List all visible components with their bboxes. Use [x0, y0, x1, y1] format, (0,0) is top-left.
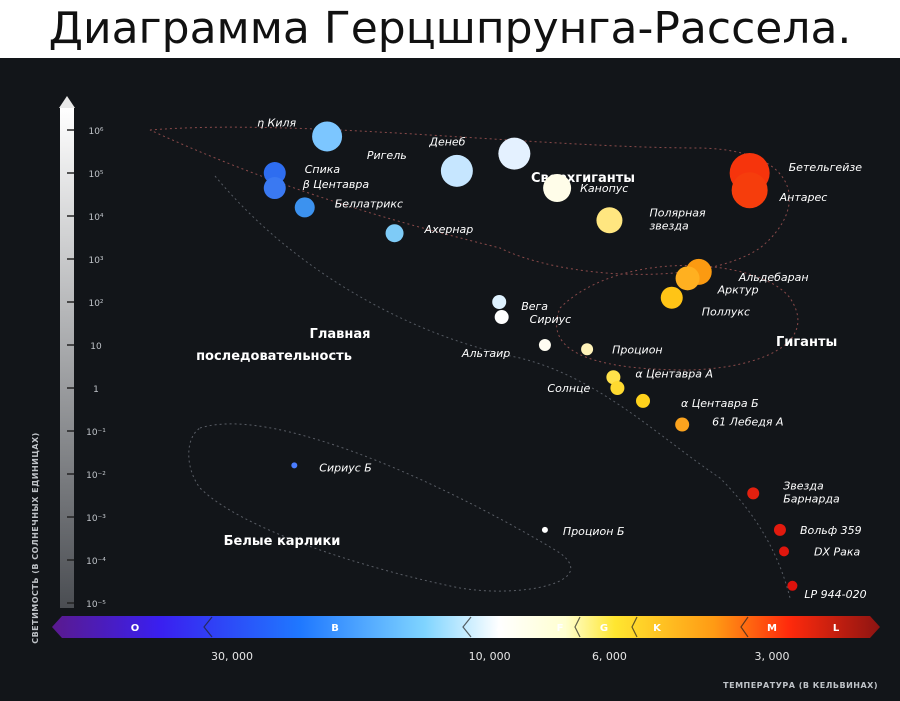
y-tick-label: 10⁵ [88, 170, 103, 180]
x-tick-label: 3, 000 [755, 650, 790, 663]
spectral-class-l: L [833, 623, 840, 634]
y-tick-label: 10³ [88, 256, 103, 266]
x-axis-title: ТЕМПЕРАТУРА (В КЕЛЬВИНАХ) [723, 681, 878, 690]
star-6-label: Ахернар [424, 223, 474, 236]
star-16-label: Альтаир [461, 347, 510, 360]
star-13-label: Поллукс [702, 306, 750, 319]
white-dwarfs-region-outline [188, 423, 572, 592]
y-tick-label: 1 [93, 385, 99, 395]
star-22-point [747, 487, 760, 500]
x-tick-label: 6, 000 [592, 650, 627, 663]
star-points [263, 121, 798, 591]
spectral-dividers [203, 616, 749, 638]
star-18-point [606, 370, 621, 385]
spectral-class-a: A [496, 623, 504, 634]
star-2-point [440, 154, 473, 187]
star-24-label: DX Рака [814, 545, 861, 558]
star-24-point [779, 546, 790, 557]
star-10-label: Антарес [779, 191, 828, 204]
star-26-label: Сириус Б [319, 461, 372, 474]
star-4-point [263, 177, 286, 200]
region-label-main-sequence: Главная последовательность [196, 327, 370, 364]
star-21-label: 61 Лебедя А [712, 416, 783, 429]
star-14-point [492, 295, 507, 309]
star-13-point [660, 286, 683, 309]
y-tick-label: 10² [88, 299, 103, 309]
spectral-class-b: B [331, 623, 339, 634]
star-18-label: α Центавра А [635, 367, 713, 380]
star-10-point [731, 172, 768, 209]
star-8-label: Полярная звезда [649, 206, 706, 232]
star-23-label: Вольф 359 [800, 524, 862, 537]
supergiants-region-outline [149, 126, 790, 275]
y-tick-label: 10⁶ [88, 127, 103, 137]
star-1-point [498, 137, 531, 170]
star-15-point [494, 310, 509, 325]
region-label-giants: Гиганты [776, 335, 837, 350]
star-9-label: Бетельгейзе [789, 161, 863, 174]
luminosity-axis-arrow [59, 96, 75, 108]
star-21-point [675, 417, 690, 432]
region-label-white-dwarfs: Белые карлики [224, 534, 341, 549]
y-tick-label: 10⁻³ [86, 514, 106, 524]
star-8-point [596, 207, 623, 234]
star-11-label: Альдебаран [738, 271, 809, 284]
hr-diagram-chart: 10⁶ 10⁵ 10⁴ 10³ 10² 10 1 10⁻¹ 10⁻² 10⁻³ 10⁻⁴ 10⁻⁵ С… [31, 96, 880, 690]
x-tick-label: 10, 000 [469, 650, 511, 663]
y-tick-label: 10⁻⁵ [86, 600, 106, 610]
star-0-label: η Киля [257, 116, 296, 129]
star-19-label: Солнце [547, 382, 590, 395]
star-1-label: Денеб [428, 136, 465, 149]
star-25-point [787, 580, 798, 591]
star-labels: η Киля Денеб Ригель Спика β Центавра Беллатри… [257, 116, 867, 600]
spectral-class-g: G [600, 623, 608, 634]
star-2-label: Ригель [367, 149, 407, 162]
star-15-label: Сириус [530, 313, 572, 326]
star-7-point [543, 174, 572, 203]
star-12-label: Арктур [717, 283, 759, 296]
spectral-class-k: K [653, 623, 662, 634]
star-6-point [385, 224, 404, 243]
star-5-point [294, 197, 315, 218]
star-12-point [675, 266, 700, 291]
star-27-label: Процион Б [563, 525, 625, 538]
x-tick-label: 30, 000 [211, 650, 253, 663]
hr-diagram-panel: 10⁶ 10⁵ 10⁴ 10³ 10² 10 1 10⁻¹ 10⁻² 10⁻³ 10⁻⁴ 10⁻⁵ С… [0, 58, 900, 701]
star-23-point [773, 523, 786, 536]
star-27-point [541, 526, 548, 533]
star-17-point [581, 343, 594, 356]
y-axis-title: СВЕТИМОСТЬ (В СОЛНЕЧНЫХ ЕДИНИЦАХ) [31, 432, 40, 644]
star-20-point [636, 393, 651, 408]
y-tick-label: 10⁴ [88, 213, 103, 223]
luminosity-axis-bar [60, 108, 74, 608]
spectral-class-m: M [767, 623, 777, 634]
luminosity-ticks: 10⁶ 10⁵ 10⁴ 10³ 10² 10 1 10⁻¹ 10⁻² 10⁻³ 10⁻⁴ 10⁻⁵ [67, 127, 106, 610]
star-17-label: Процион [612, 343, 663, 356]
y-tick-label: 10 [90, 342, 102, 352]
giants-region-outline [556, 265, 799, 371]
y-tick-label: 10⁻² [86, 471, 106, 481]
y-tick-label: 10⁻⁴ [86, 557, 106, 567]
spectral-bar [52, 616, 880, 638]
temperature-ticks: 30, 000 10, 000 6, 000 3, 000 [211, 650, 790, 663]
star-0-point [312, 121, 343, 152]
star-5-label: Беллатрикс [335, 197, 403, 210]
star-16-point [538, 339, 551, 351]
star-14-label: Вега [521, 300, 548, 313]
spectral-class-f: F [557, 623, 564, 634]
star-26-point [291, 462, 298, 469]
spectral-class-o: O [131, 623, 140, 634]
page-title: Диаграмма Герцшпрунга-Рассела. [48, 3, 852, 54]
y-tick-label: 10⁻¹ [86, 428, 106, 438]
star-19-point [610, 381, 625, 395]
star-3-point [263, 162, 286, 184]
star-20-label: α Центавра Б [681, 397, 759, 410]
star-4-label: β Центавра [302, 178, 370, 191]
star-22-label: Звезда Барнарда [783, 479, 840, 505]
star-25-label: LP 944-020 [804, 588, 866, 601]
star-7-label: Канопус [580, 182, 628, 195]
star-3-label: Спика [305, 163, 341, 176]
